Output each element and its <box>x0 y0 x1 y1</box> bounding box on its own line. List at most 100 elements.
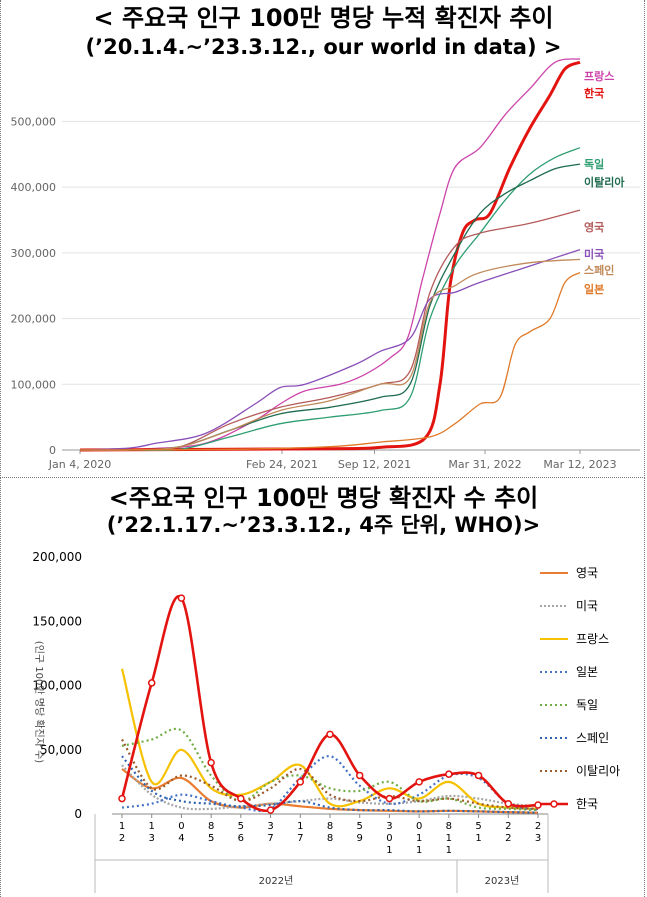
series-line-japan <box>79 272 581 451</box>
year-label: 2023년 <box>485 875 520 887</box>
series-label-france: 프랑스 <box>584 70 614 83</box>
korea-point <box>326 730 334 739</box>
bottom-chart-subtitle: (’22.1.17.~’23.3.12., 4주 단위, WHO)> <box>106 513 541 537</box>
y-tick-label: 0 <box>74 807 82 821</box>
x-tick-label: Jan 4, 2020 <box>48 458 111 471</box>
legend-label: 영국 <box>576 566 598 580</box>
cumulative-cases-chart: 0 100,000 200,000 300,000 400,000 500,000 Jan … <box>11 58 640 471</box>
x-tick-label: 8 <box>446 821 452 832</box>
x-tick-label: Sep 12, 2021 <box>338 458 411 471</box>
series-line-b_uk <box>121 768 539 814</box>
x-tick-label: 1 <box>416 833 422 844</box>
series-label-italy: 이탈리아 <box>584 175 625 189</box>
series-line-germany <box>79 147 581 452</box>
x-tick-label: 1 <box>446 833 452 844</box>
x-tick-label: 3 <box>386 821 392 832</box>
x-tick-label: 1 <box>416 845 422 856</box>
y-tick-label: 200,000 <box>11 313 57 326</box>
x-tick-label: 3 <box>535 833 541 844</box>
x-tick-label: 1 <box>149 821 155 832</box>
x-tick-label: 1 <box>475 833 481 844</box>
x-tick-label: 8 <box>327 821 333 832</box>
x-tick-label: 0 <box>386 833 392 844</box>
series-line-b_italy <box>121 738 539 810</box>
x-tick-label: 4 <box>178 833 184 844</box>
series-line-b_germany <box>121 727 539 812</box>
x-tick-label: 2 <box>505 833 511 844</box>
series-line-b_france <box>120 668 539 810</box>
x-tick-label: 1 <box>119 821 125 832</box>
series-line-spain <box>79 258 581 451</box>
series-label-spain: 스페인 <box>584 263 614 277</box>
korea-point <box>355 771 364 780</box>
series-line-korea <box>79 60 581 452</box>
x-tick-label: 5 <box>208 833 214 844</box>
series-line-b_spain <box>121 755 539 814</box>
korea-point <box>296 778 305 786</box>
y-tick-label: 100,000 <box>32 679 82 693</box>
top-chart-subtitle: (’20.1.4.~’23.3.12., our world in data) … <box>85 35 562 59</box>
y-tick-label: 0 <box>49 444 56 457</box>
x-tick-label: 8 <box>208 821 214 832</box>
y-tick-label: 500,000 <box>11 115 57 128</box>
x-tick-label: 1 <box>386 845 392 856</box>
x-tick-label: 3 <box>267 821 273 832</box>
x-tick-label: Feb 24, 2021 <box>246 458 318 471</box>
series-label-korea: 한국 <box>584 86 604 100</box>
korea-point <box>445 770 453 778</box>
legend-label: 일본 <box>576 665 598 679</box>
legend-label: 스페인 <box>576 731 609 745</box>
top-chart-panel <box>0 0 645 478</box>
korea-point <box>147 679 156 687</box>
series-label-japan: 일본 <box>584 282 604 296</box>
legend-label: 미국 <box>576 599 598 613</box>
x-tick-label: 6 <box>238 833 244 844</box>
year-label: 2022년 <box>259 875 294 887</box>
legend-marker <box>550 800 558 808</box>
korea-point <box>504 799 513 808</box>
korea-point <box>237 794 245 803</box>
y-tick-label: 200,000 <box>32 550 82 564</box>
bottom-chart-title: <주요국 인구 100만 명당 확진자 수 추이 <box>108 484 539 512</box>
korea-point <box>266 806 275 814</box>
x-tick-label: 0 <box>416 821 422 832</box>
x-tick-label: Mar 12, 2023 <box>543 458 616 471</box>
legend-label: 독일 <box>576 698 598 712</box>
y-tick-label: 400,000 <box>11 181 57 194</box>
korea-point <box>385 794 394 803</box>
y-tick-label: 300,000 <box>11 247 57 260</box>
y-axis-title: (인구 100만 명당 확진자 수) <box>33 641 45 764</box>
x-tick-label: 7 <box>267 833 273 844</box>
x-tick-label: 0 <box>178 821 184 832</box>
x-tick-label: 1 <box>446 845 452 856</box>
legend-label: 이탈리아 <box>576 764 620 778</box>
korea-point <box>207 758 215 767</box>
y-tick-label: 50,000 <box>40 743 82 757</box>
series-label-uk: 영국 <box>584 221 604 234</box>
legend-label: 프랑스 <box>576 632 609 646</box>
x-tick-label: 2 <box>535 821 541 832</box>
series-line-usa <box>79 248 581 451</box>
x-tick-label: 7 <box>297 833 303 844</box>
x-tick-label: 3 <box>149 833 155 844</box>
x-tick-label: 1 <box>297 821 303 832</box>
legend-label: 한국 <box>576 797 598 811</box>
x-tick-label: 5 <box>357 821 363 832</box>
series-label-germany: 독일 <box>584 157 604 171</box>
x-tick-label: 5 <box>238 821 244 832</box>
x-tick-label: 9 <box>357 833 363 844</box>
y-tick-label: 100,000 <box>11 378 57 391</box>
y-tick-label: 150,000 <box>32 614 82 628</box>
bottom-chart-panel <box>0 478 645 897</box>
top-chart-title: < 주요국 인구 100만 명당 누적 확진자 추이 <box>93 4 554 32</box>
series-label-usa: 미국 <box>584 247 604 261</box>
korea-point <box>177 594 186 602</box>
x-tick-label: 5 <box>475 821 481 832</box>
x-tick-label: 8 <box>327 833 333 844</box>
x-tick-label: 2 <box>505 821 511 832</box>
x-tick-label: Mar 31, 2022 <box>448 458 521 471</box>
x-tick-label: 2 <box>119 833 125 844</box>
korea-point <box>118 794 126 803</box>
korea-point <box>415 778 423 786</box>
